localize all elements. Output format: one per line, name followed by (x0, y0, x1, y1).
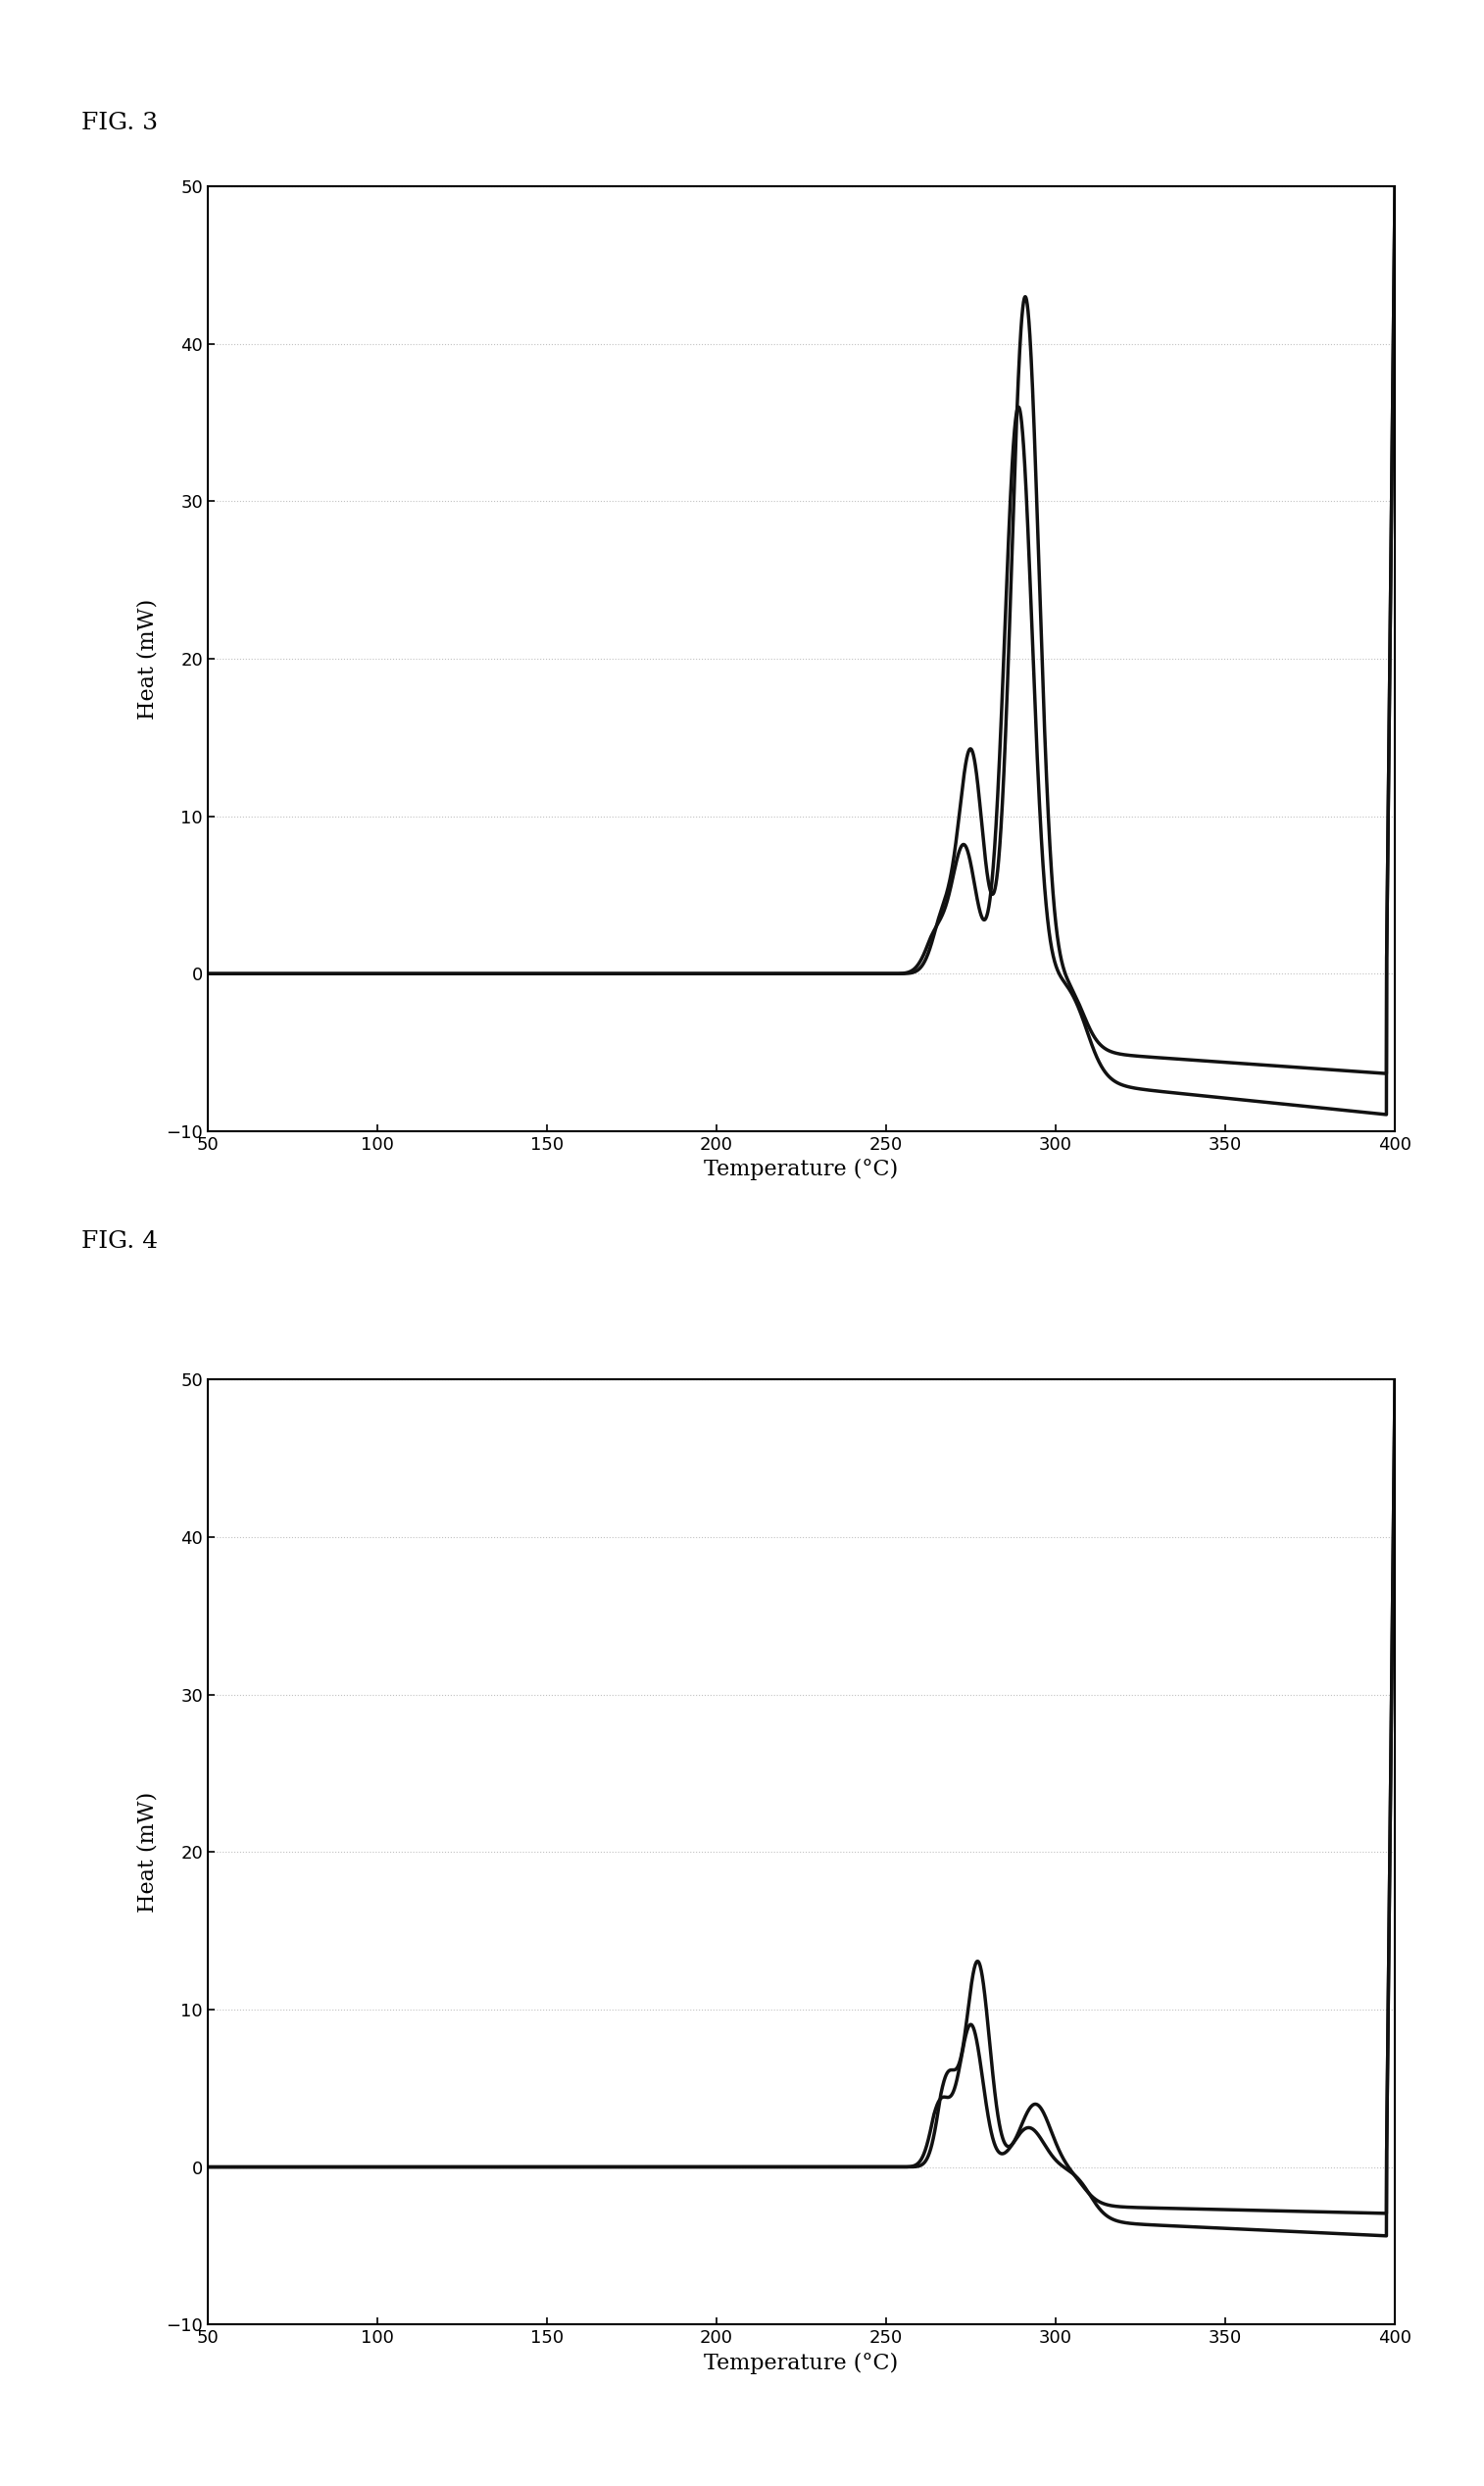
X-axis label: Temperature (°C): Temperature (°C) (705, 1158, 898, 1181)
X-axis label: Temperature (°C): Temperature (°C) (705, 2352, 898, 2374)
Y-axis label: Heat (mW): Heat (mW) (137, 1792, 157, 1912)
Text: FIG. 4: FIG. 4 (82, 1231, 159, 1253)
Text: FIG. 3: FIG. 3 (82, 112, 159, 134)
Y-axis label: Heat (mW): Heat (mW) (137, 599, 157, 718)
